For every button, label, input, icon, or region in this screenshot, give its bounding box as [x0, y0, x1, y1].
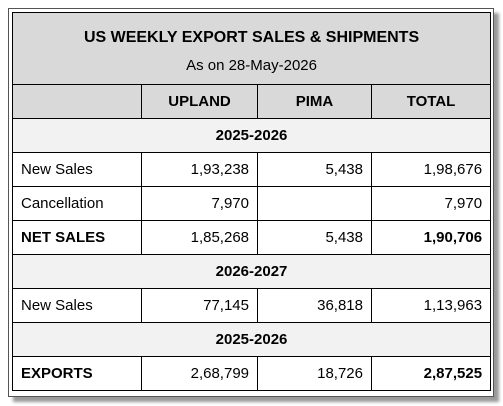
- column-header: UPLAND: [141, 84, 258, 119]
- row-label: New Sales: [12, 288, 142, 323]
- value-cell: 1,90,706: [370, 220, 492, 255]
- column-header: TOTAL: [370, 84, 492, 119]
- section-label: 2026-2027: [11, 254, 492, 289]
- value-cell: 5,438: [257, 220, 372, 255]
- value-cell: 1,13,963: [370, 288, 492, 323]
- section-label: 2025-2026: [11, 322, 492, 357]
- value-cell: 1,98,676: [370, 152, 492, 187]
- section-label: 2025-2026: [11, 118, 492, 153]
- value-cell: 1,93,238: [141, 152, 258, 187]
- row-label: New Sales: [12, 152, 142, 187]
- data-row: New Sales 77,145 36,818 1,13,963: [12, 288, 492, 323]
- corner-cell: [12, 84, 142, 119]
- row-label: Cancellation: [12, 186, 142, 221]
- section-row: 2026-2027: [11, 254, 492, 289]
- row-label: EXPORTS: [12, 356, 142, 391]
- subtitle: As on 28-May-2026: [186, 57, 317, 74]
- value-cell: 77,145: [141, 288, 258, 323]
- value-cell: 18,726: [257, 356, 372, 391]
- data-row: Cancellation 7,970 7,970: [12, 186, 492, 221]
- section-row: 2025-2026: [11, 322, 492, 357]
- header-cell: US WEEKLY EXPORT SALES & SHIPMENTS As on…: [11, 12, 492, 85]
- column-header-row: UPLAND PIMA TOTAL: [12, 84, 492, 119]
- table-frame: US WEEKLY EXPORT SALES & SHIPMENTS As on…: [8, 8, 494, 397]
- value-cell: 36,818: [257, 288, 372, 323]
- value-cell: 2,68,799: [141, 356, 258, 391]
- value-cell: 7,970: [141, 186, 258, 221]
- data-row: EXPORTS 2,68,799 18,726 2,87,525: [12, 356, 492, 391]
- row-label: NET SALES: [12, 220, 142, 255]
- header-row: US WEEKLY EXPORT SALES & SHIPMENTS As on…: [11, 12, 492, 85]
- section-row: 2025-2026: [11, 118, 492, 153]
- value-cell: 1,85,268: [141, 220, 258, 255]
- value-cell: 5,438: [257, 152, 372, 187]
- empty-cell: [257, 186, 372, 221]
- export-table: US WEEKLY EXPORT SALES & SHIPMENTS As on…: [11, 12, 492, 391]
- data-row: NET SALES 1,85,268 5,438 1,90,706: [12, 220, 492, 255]
- column-header: PIMA: [257, 84, 372, 119]
- title: US WEEKLY EXPORT SALES & SHIPMENTS: [83, 29, 420, 46]
- value-cell: 2,87,525: [370, 356, 492, 391]
- data-row: New Sales 1,93,238 5,438 1,98,676: [12, 152, 492, 187]
- value-cell: 7,970: [370, 186, 492, 221]
